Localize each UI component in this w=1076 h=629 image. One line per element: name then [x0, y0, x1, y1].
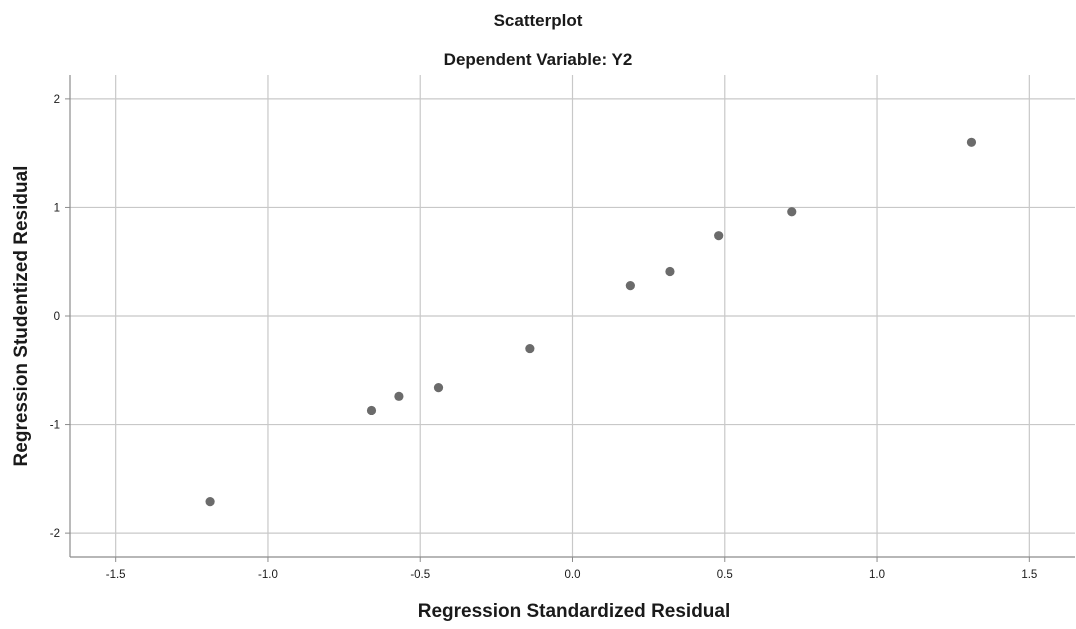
data-point	[714, 231, 724, 241]
x-tick-label: -1.0	[258, 569, 278, 581]
y-tick-label: 1	[54, 202, 60, 214]
data-point	[433, 383, 444, 393]
data-point	[625, 281, 635, 291]
chart-title: Scatterplot	[494, 11, 583, 30]
data-point	[787, 207, 797, 217]
y-tick-label: -1	[50, 420, 60, 432]
y-axis-title: Regression Studentized Residual	[11, 166, 32, 467]
data-point	[205, 497, 215, 507]
tick-label-layer: -1.5 -1.0 -0.5 0.0 0.5 1.0 1.5 -2 -1 0 1 2	[50, 94, 1038, 581]
axis-layer	[65, 75, 1075, 562]
data-point	[366, 405, 377, 416]
data-point	[665, 266, 675, 277]
y-tick-label: 2	[54, 94, 60, 106]
x-tick-label: 1.0	[869, 569, 885, 581]
x-tick-label: 0.0	[565, 569, 581, 581]
x-tick-label: 1.5	[1021, 569, 1037, 581]
x-axis-title: Regression Standardized Residual	[418, 601, 731, 622]
data-point	[394, 391, 404, 401]
grid-layer	[70, 75, 1075, 557]
x-tick-label: -0.5	[410, 569, 430, 581]
data-point	[966, 137, 977, 147]
point-layer	[205, 137, 977, 507]
y-tick-label: -2	[50, 528, 60, 540]
y-tick-label: 0	[54, 311, 60, 323]
chart-subtitle: Dependent Variable: Y2	[444, 50, 633, 69]
x-tick-label: 0.5	[717, 569, 733, 581]
x-tick-label: -1.5	[106, 569, 126, 581]
data-point	[525, 343, 535, 354]
